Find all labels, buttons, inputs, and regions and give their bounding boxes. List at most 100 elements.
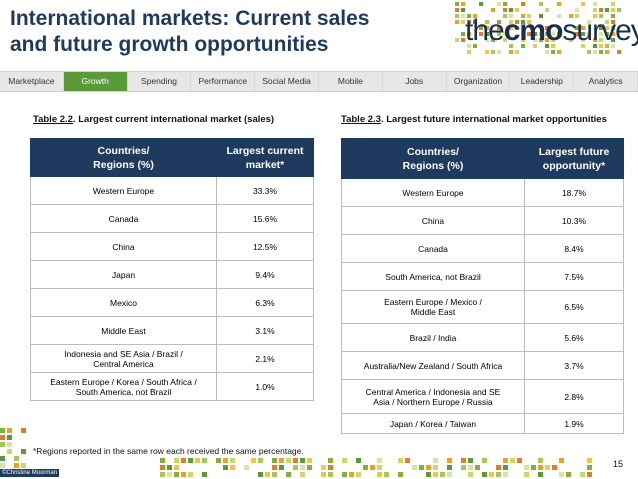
decorative-square [587,465,592,470]
decorative-square [21,428,26,433]
decorative-square [181,458,186,463]
region-cell: China [341,206,525,235]
decorative-square [0,463,5,468]
decorative-square [551,50,555,54]
footnote: *Regions reported in the same row each r… [33,446,304,456]
decorative-square [0,442,5,447]
decorative-square [300,458,305,463]
decorative-square [605,50,609,54]
decorative-square [328,458,333,463]
decorative-square [21,463,26,468]
decorative-square [467,32,471,36]
decorative-square [515,8,519,12]
table-row: China 10.3% [341,206,624,235]
decorative-square [461,2,465,6]
decorative-square [587,472,592,477]
decorative-square [188,472,193,477]
decorative-square [482,472,487,477]
decorative-square [398,472,403,477]
decorative-square [509,8,513,12]
decorative-square [455,20,459,24]
future-opportunity-table: Countries/Regions (%) Largest future oppo… [341,138,624,434]
percentage-cell: 18.7% [524,178,624,207]
decorative-square [202,458,207,463]
percentage-cell: 6.5% [524,290,624,324]
decorative-square [174,465,179,470]
column-header-regions: Countries/Regions (%) [30,138,217,177]
nav-tab-mobile[interactable]: Mobile [319,72,383,91]
decorative-square [286,458,291,463]
decorative-square [551,44,555,48]
decorative-square [467,50,471,54]
decorative-square [279,465,284,470]
decorative-square [581,38,585,42]
percentage-cell: 2.8% [524,379,624,414]
decorative-square [539,32,543,36]
table-row: Western Europe 33.3% [30,176,314,205]
decorative-square [557,32,561,36]
table-row: Canada 15.6% [30,204,314,233]
decorative-square [461,38,465,42]
region-cell: Middle East [30,316,217,345]
decorative-square [251,458,256,463]
decorative-square [599,44,603,48]
decorative-square [611,38,615,42]
decorative-square [521,44,525,48]
decorative-square [455,14,459,18]
decorative-square [611,20,615,24]
decorative-square [342,458,347,463]
decorative-square [559,458,564,463]
table-row: Eastern Europe / Mexico / Middle East 6.5% [341,290,624,324]
decorative-square [384,472,389,477]
table-row: South America, not Brazil 7.5% [341,262,624,291]
decorative-square [188,458,193,463]
decorative-square [377,472,382,477]
nav-tab-marketplace[interactable]: Marketplace [0,72,64,91]
decorative-square [593,8,597,12]
decorative-square [557,2,561,6]
table-row: Middle East 3.1% [30,316,314,345]
page-number: 15 [613,459,624,469]
nav-tab-growth[interactable]: Growth [63,72,128,91]
decorative-square [611,2,615,6]
decorative-square [593,14,597,18]
decorative-square [509,20,513,24]
nav-tab-leadership[interactable]: Leadership [510,72,575,91]
nav-tab-spending[interactable]: Spending [128,72,192,91]
decorative-square [433,458,438,463]
region-cell: Eastern Europe / Mexico / Middle East [341,290,525,324]
nav-tab-social-media[interactable]: Social Media [255,72,319,91]
decorative-square [491,8,495,12]
percentage-cell: 3.7% [524,351,624,380]
decorative-square [258,472,263,477]
decorative-square [321,472,326,477]
decorative-square [461,465,466,470]
decorative-square [605,26,609,30]
decorative-square [581,32,585,36]
decorative-square [593,38,597,42]
decorative-square [307,458,312,463]
percentage-cell: 8.4% [524,234,624,263]
decorative-square [557,14,561,18]
nav-tab-jobs[interactable]: Jobs [383,72,447,91]
decorative-square [7,435,12,440]
column-header-regions: Countries/Regions (%) [341,138,525,179]
decorative-square [527,14,531,18]
decorative-square [272,472,277,477]
decorative-square [599,38,603,42]
table-row: Japan / Korea / Taiwan 1.9% [341,413,624,434]
percentage-cell: 7.5% [524,262,624,291]
region-cell: Indonesia and SE Asia / Brazil / Central … [30,344,217,373]
decorative-square [230,465,235,470]
decorative-square [461,14,465,18]
decorative-square [617,50,621,54]
decorative-square [160,472,165,477]
decorative-square [581,44,585,48]
nav-tab-organization[interactable]: Organization [447,72,511,91]
decorative-square [531,465,536,470]
decorative-square [433,465,438,470]
decorative-square [307,465,312,470]
decorative-square [611,26,615,30]
nav-tab-performance[interactable]: Performance [191,72,256,91]
nav-tab-analytics[interactable]: Analytics [574,72,638,91]
